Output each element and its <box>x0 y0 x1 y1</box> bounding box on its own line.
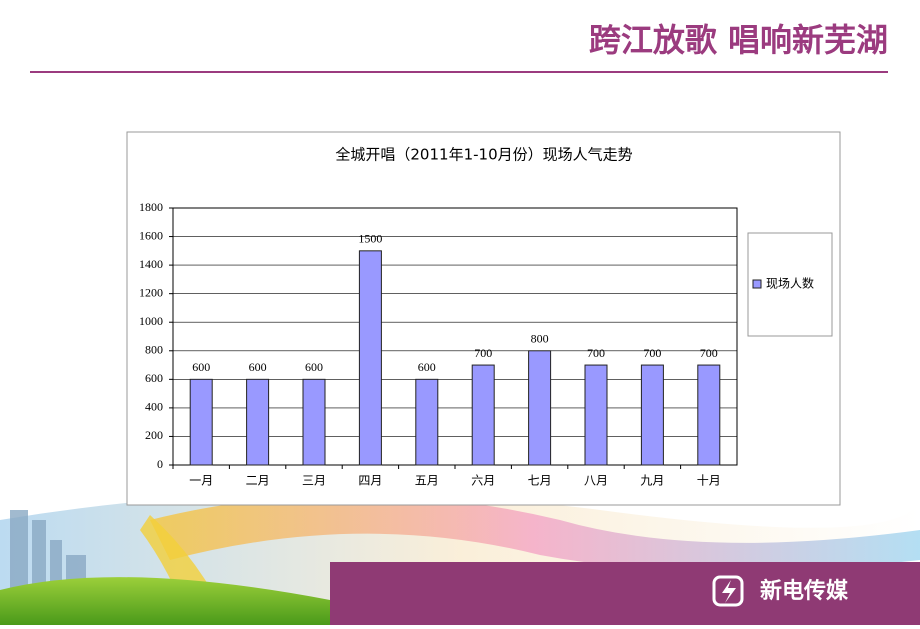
value-label: 700 <box>643 346 661 360</box>
value-label: 700 <box>700 346 718 360</box>
chart-title: 全城开唱（2011年1-10月份）现场人气走势 <box>335 146 632 164</box>
y-tick-label: 1000 <box>139 314 163 328</box>
legend-label: 现场人数 <box>766 276 814 291</box>
bar <box>246 378 270 466</box>
bar <box>358 250 382 466</box>
x-tick-label: 十月 <box>697 474 721 488</box>
y-tick-label: 1400 <box>139 257 163 271</box>
decor-swoosh <box>150 495 920 572</box>
value-label: 600 <box>418 360 436 374</box>
x-tick-label: 三月 <box>302 474 326 488</box>
header-title: 跨江放歌 唱响新芜湖 <box>589 21 888 59</box>
y-tick-label: 1600 <box>139 228 163 242</box>
x-tick-label: 一月 <box>189 474 213 488</box>
x-tick-label: 六月 <box>471 474 495 488</box>
bar <box>584 364 608 466</box>
y-tick-label: 600 <box>145 371 163 385</box>
x-tick-label: 八月 <box>584 474 608 488</box>
y-tick-label: 200 <box>145 428 163 442</box>
y-tick-label: 800 <box>145 343 163 357</box>
x-tick-label: 九月 <box>640 474 664 488</box>
x-tick-label: 五月 <box>415 474 439 488</box>
y-tick-label: 1800 <box>139 200 163 214</box>
y-tick-label: 1200 <box>139 285 163 299</box>
bar <box>415 378 439 466</box>
value-label: 700 <box>474 346 492 360</box>
value-label: 700 <box>587 346 605 360</box>
y-tick-label: 0 <box>157 457 163 471</box>
bar <box>528 350 552 466</box>
bar <box>189 378 213 466</box>
footer-brand: 新电传媒 <box>760 578 849 604</box>
x-tick-label: 四月 <box>358 474 382 488</box>
value-label: 600 <box>305 360 323 374</box>
bar <box>302 378 326 466</box>
x-tick-label: 七月 <box>528 474 552 488</box>
value-label: 600 <box>249 360 267 374</box>
value-label: 1500 <box>358 232 382 246</box>
value-label: 800 <box>531 332 549 346</box>
legend-box <box>747 232 833 337</box>
bar <box>471 364 495 466</box>
x-tick-label: 二月 <box>246 474 270 488</box>
footer-band <box>330 562 920 625</box>
bar <box>697 364 721 466</box>
value-label: 600 <box>192 360 210 374</box>
legend-swatch <box>752 279 762 289</box>
bar <box>640 364 664 466</box>
footer-logo <box>712 575 744 607</box>
decor-grass <box>0 577 330 625</box>
y-tick-label: 400 <box>145 400 163 414</box>
